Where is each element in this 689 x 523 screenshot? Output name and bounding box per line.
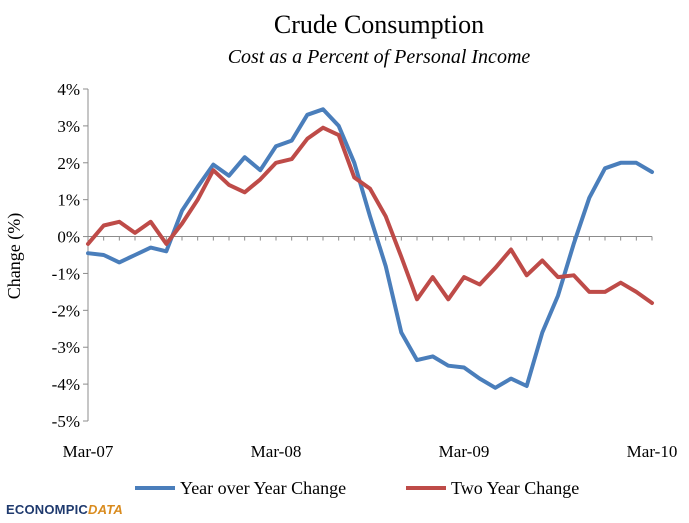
chart-subtitle: Cost as a Percent of Personal Income	[228, 46, 531, 68]
x-axis-ticks: Mar-07 Mar-08 Mar-09 Mar-10	[63, 236, 678, 461]
x-tick-label: Mar-07	[63, 442, 114, 461]
legend-label-yoy: Year over Year Change	[180, 478, 346, 498]
y-tick-label: -4%	[52, 375, 80, 394]
legend-label-two-year: Two Year Change	[451, 478, 579, 498]
logo-part2: DATA	[87, 502, 123, 517]
economicdata-logo: ECONOMPICDATA	[6, 502, 123, 517]
logo-part1: ECONOMPIC	[6, 502, 88, 517]
x-tick-label: Mar-10	[627, 442, 678, 461]
y-tick-label: -1%	[52, 264, 80, 283]
y-tick-label: -3%	[52, 338, 80, 357]
y-tick-label: 0%	[57, 228, 80, 247]
legend: Year over Year Change Two Year Change	[135, 478, 579, 498]
y-axis-label: Change (%)	[4, 213, 25, 299]
x-tick-label: Mar-09	[439, 442, 490, 461]
series-lines	[86, 107, 654, 390]
y-tick-label: 2%	[57, 154, 80, 173]
x-tick-label: Mar-08	[251, 442, 302, 461]
series-line-two-year	[86, 125, 654, 305]
y-tick-label: -2%	[52, 301, 80, 320]
chart-title: Crude Consumption	[274, 10, 484, 39]
y-tick-label: 1%	[57, 191, 80, 210]
y-tick-label: 4%	[57, 80, 80, 99]
y-axis-ticks: 4% 3% 2% 1% 0% -1% -2% -3% -4% -5%	[52, 80, 88, 431]
y-tick-label: 3%	[57, 117, 80, 136]
series-line-yoy	[86, 107, 654, 390]
y-tick-label: -5%	[52, 412, 80, 431]
